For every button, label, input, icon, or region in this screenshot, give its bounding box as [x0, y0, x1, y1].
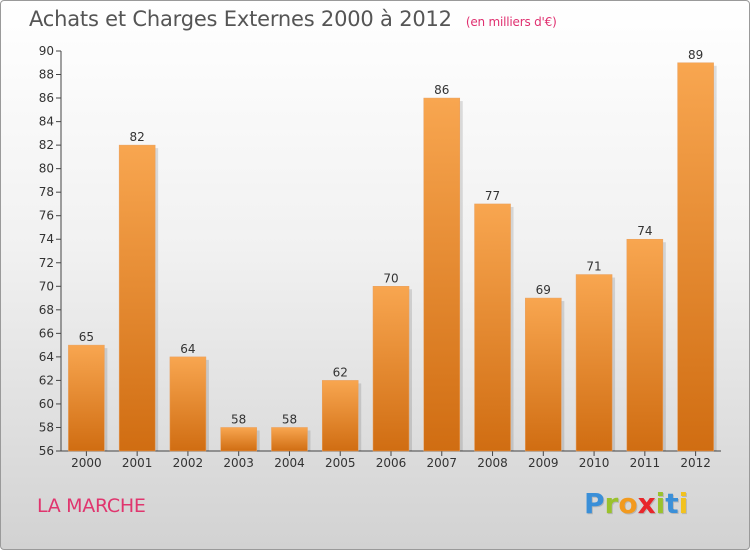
data-label-2012: 89: [688, 48, 703, 62]
y-tick-label: 58: [39, 420, 54, 434]
x-tick-label: 2000: [71, 456, 102, 470]
bar-2010: [575, 274, 613, 452]
bar-2008: [474, 203, 511, 452]
y-tick-label: 62: [39, 373, 54, 387]
logo-letter: P: [584, 487, 605, 520]
bar-2005: [321, 380, 359, 452]
logo-letter: o: [618, 487, 638, 520]
data-label-2009: 69: [536, 283, 551, 297]
y-tick-label: 86: [39, 91, 54, 105]
y-tick-label: 72: [39, 256, 54, 270]
chart-subtitle: (en milliers d'€): [465, 15, 557, 29]
data-label-2003: 58: [231, 412, 246, 426]
bar-2001: [118, 144, 156, 452]
x-tick-label: 2010: [579, 456, 610, 470]
y-tick-label: 68: [39, 303, 54, 317]
data-label-2004: 58: [282, 412, 297, 426]
x-tick-label: 2009: [528, 456, 559, 470]
logo-letter: x: [637, 487, 656, 520]
bar-2007: [423, 97, 461, 452]
data-label-2005: 62: [333, 365, 348, 379]
logo-letter: i: [678, 487, 689, 520]
y-tick-label: 64: [39, 350, 54, 364]
data-label-2007: 86: [434, 83, 449, 97]
x-tick-label: 2008: [477, 456, 508, 470]
bar-2003: [220, 427, 257, 452]
y-tick-label: 66: [39, 326, 54, 340]
bar-2011: [626, 238, 664, 452]
data-label-2000: 65: [79, 330, 94, 344]
data-label-2002: 64: [180, 342, 195, 356]
bar-chart: 56 58 60 62 64 66 68 70 72 74 76 78 80 82 84 86 88 90 2000…: [39, 44, 721, 470]
x-tick-label: 2002: [173, 456, 204, 470]
y-tick-label: 90: [39, 44, 54, 58]
data-label-2008: 77: [485, 189, 500, 203]
y-tick-label: 70: [39, 279, 54, 293]
chart-data-labels: 65 82 64 58 58 62 70 86 77 69 71 74 89: [79, 48, 704, 427]
logo-letter: r: [604, 487, 619, 520]
chart-title-text: Achats et Charges Externes 2000 à 2012: [29, 7, 452, 31]
y-tick-label: 74: [39, 232, 54, 246]
bar-2004: [271, 427, 308, 452]
chart-bars: [68, 62, 717, 452]
y-tick-label: 60: [39, 397, 54, 411]
bar-2012: [677, 62, 714, 452]
x-tick-label: 2004: [274, 456, 305, 470]
y-tick-label: 76: [39, 209, 54, 223]
x-tick-label: 2005: [325, 456, 356, 470]
x-tick-label: 2007: [426, 456, 457, 470]
bar-2006: [372, 286, 410, 452]
y-tick-label: 82: [39, 138, 54, 152]
y-tick-label: 78: [39, 185, 54, 199]
logo-letter: t: [665, 487, 679, 520]
proxiti-logo: Proxiti: [584, 487, 688, 520]
data-label-2011: 74: [637, 224, 652, 238]
x-tick-label: 2011: [630, 456, 661, 470]
commune-name: LA MARCHE: [37, 495, 146, 517]
chart-axes: 56 58 60 62 64 66 68 70 72 74 76 78 80 82 84 86 88 90 2000…: [39, 44, 721, 470]
y-tick-label: 56: [39, 444, 54, 458]
data-label-2001: 82: [130, 130, 145, 144]
bar-2000: [68, 344, 105, 452]
y-tick-label: 84: [39, 115, 54, 129]
data-label-2006: 70: [383, 271, 398, 285]
x-tick-label: 2012: [680, 456, 711, 470]
x-tick-label: 2003: [223, 456, 254, 470]
data-label-2010: 71: [586, 260, 601, 274]
bar-2009: [525, 297, 562, 452]
y-tick-label: 80: [39, 162, 54, 176]
logo-letter: i: [655, 487, 666, 520]
bar-2002: [169, 356, 207, 452]
chart-title: Achats et Charges Externes 2000 à 2012 (e…: [29, 7, 557, 31]
y-tick-label: 88: [39, 68, 54, 82]
x-tick-label: 2001: [122, 456, 153, 470]
x-tick-label: 2006: [376, 456, 407, 470]
